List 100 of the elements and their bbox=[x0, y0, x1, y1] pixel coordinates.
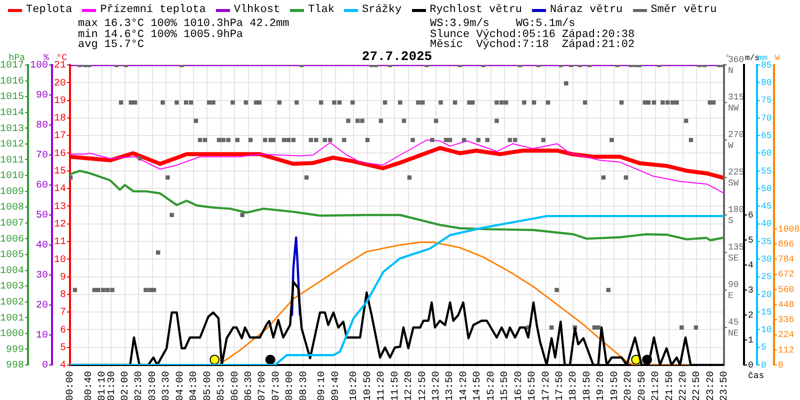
y-tick-label: 18 bbox=[54, 114, 66, 125]
y2-tick-label: 6 bbox=[748, 210, 754, 220]
y3-tick-label: 10 bbox=[761, 325, 772, 336]
y-tick-label: 112 bbox=[778, 345, 794, 356]
x-tick-label: 16:50 bbox=[528, 371, 539, 400]
y-axis-title: ° bbox=[725, 54, 730, 64]
x-tick-label: 14:50 bbox=[472, 371, 484, 400]
legend-label: Srážky bbox=[362, 4, 402, 16]
x-tick-label: 19:50 bbox=[610, 371, 621, 400]
y3-tick-label: 70 bbox=[36, 150, 48, 162]
y3-tick-label: 80 bbox=[36, 120, 48, 132]
y3-tick-label: 60 bbox=[761, 148, 772, 159]
legend-label: Rychlost větru bbox=[430, 4, 522, 16]
y2-tick-label: 1016 bbox=[0, 76, 24, 88]
x-tick-label: 18:20 bbox=[568, 371, 580, 400]
y2-tick-label: 1002 bbox=[0, 297, 24, 308]
y-tick-label: 19 bbox=[54, 96, 66, 107]
y3-tick-label: 0 bbox=[761, 360, 766, 370]
y2-tick-label: 1013 bbox=[0, 124, 24, 135]
x-tick-label: 20:20 bbox=[624, 371, 635, 400]
y3-tick-label: 55 bbox=[761, 166, 772, 176]
text: WS:3.9m/s WG:5.1m/s bbox=[430, 18, 576, 30]
y2-tick-label: 4 bbox=[748, 260, 754, 270]
y-tick-label: 15 bbox=[54, 166, 66, 178]
x-tick-label: 21:50 bbox=[664, 371, 676, 400]
y-tick-label: 0 bbox=[778, 360, 784, 370]
y2-tick-label: 1010 bbox=[0, 171, 24, 182]
x-tick-label: 23:20 bbox=[706, 371, 717, 400]
y2-tick-label: 1000 bbox=[0, 329, 24, 340]
y3-tick-label: 50 bbox=[36, 210, 48, 222]
y3-tick-label: 5 bbox=[761, 342, 766, 353]
text: max 16.3°C 100% 1010.3hPa 42.2mm bbox=[78, 18, 290, 30]
y2-tick-label: 1009 bbox=[0, 186, 24, 198]
legend-label: Teplota bbox=[26, 4, 72, 16]
y3-tick-label: 75 bbox=[761, 96, 772, 106]
x-tick-label: 21:20 bbox=[651, 371, 662, 400]
y2-tick-label: 1 bbox=[748, 335, 754, 346]
y3-tick-label: 15 bbox=[761, 307, 772, 318]
y3-tick-label: 100 bbox=[30, 60, 48, 72]
y-tick-label: 448 bbox=[778, 300, 794, 310]
y2-tick-label: 1017 bbox=[0, 60, 24, 72]
y3-tick-label: 30 bbox=[761, 254, 772, 265]
y2-tick-label: 3 bbox=[748, 285, 754, 296]
y3-tick-label: 30 bbox=[36, 270, 48, 282]
legend-label: Vlhkost bbox=[234, 4, 280, 16]
y3-tick-label: 25 bbox=[761, 272, 772, 282]
y2-tick-label: 2 bbox=[748, 310, 754, 320]
y-tick-label: 315 NW bbox=[728, 92, 744, 114]
y-tick-label: 1008 bbox=[778, 224, 800, 234]
y2-tick-label: 999 bbox=[6, 344, 24, 356]
y-tick-label: 45 NE bbox=[728, 317, 739, 338]
y-tick-label: 8 bbox=[60, 290, 66, 302]
y3-tick-label: 50 bbox=[761, 184, 772, 194]
x-axis-title: čas bbox=[748, 370, 764, 381]
y-tick-label: 135 SE bbox=[728, 242, 744, 264]
text: Měsíc Východ:7:18 Západ:21:02 bbox=[430, 39, 635, 51]
y2-tick-label: 1004 bbox=[0, 266, 24, 277]
y3-tick-label: 40 bbox=[761, 219, 772, 230]
y-tick-label: 6 bbox=[60, 325, 66, 336]
y3-tick-label: 85 bbox=[761, 60, 772, 70]
y2-tick-label: 1007 bbox=[0, 218, 24, 230]
y2-tick-label: 5 bbox=[748, 235, 754, 246]
y2-tick-label: 1015 bbox=[0, 92, 24, 104]
y2-tick-label: 1005 bbox=[0, 250, 24, 262]
y-tick-label: 10 bbox=[54, 254, 66, 266]
legend-label: Přízemní teplota bbox=[100, 4, 206, 16]
x-tick-label: 11:20 bbox=[376, 371, 388, 400]
x-tick-label: 15:20 bbox=[486, 371, 498, 400]
y-tick-label: 14 bbox=[54, 184, 66, 196]
x-tick-label: 13:50 bbox=[445, 371, 456, 400]
y3-tick-label: 60 bbox=[36, 180, 48, 192]
y-axis-title: W bbox=[775, 54, 780, 64]
y-tick-label: 5 bbox=[60, 342, 66, 354]
y-tick-label: 560 bbox=[778, 284, 794, 295]
y2-tick-label: 1008 bbox=[0, 202, 24, 214]
x-tick-label: 16:20 bbox=[514, 371, 525, 400]
x-tick-label: 10:50 bbox=[362, 371, 374, 400]
y-tick-label: 20 bbox=[54, 78, 66, 90]
y3-tick-label: 40 bbox=[36, 240, 48, 252]
y2-tick-label: 1014 bbox=[0, 108, 24, 120]
text: avg 15.7°C bbox=[78, 39, 144, 51]
x-tick-label: 23:50 bbox=[720, 371, 731, 400]
x-tick-label: 11:50 bbox=[390, 371, 402, 400]
y3-tick-label: 80 bbox=[761, 78, 772, 88]
y2-tick-label: 0 bbox=[748, 360, 754, 370]
y-tick-label: 9 bbox=[60, 272, 66, 284]
x-tick-label: 14:20 bbox=[458, 371, 470, 400]
x-tick-label: 20:50 bbox=[637, 371, 648, 400]
y-tick-label: 336 bbox=[778, 315, 794, 326]
y-tick-label: 11 bbox=[54, 237, 66, 248]
y3-tick-label: 20 bbox=[36, 300, 48, 312]
y3-tick-label: 70 bbox=[761, 113, 772, 124]
y3-tick-label: 45 bbox=[761, 202, 772, 212]
y-tick-label: 224 bbox=[778, 330, 794, 340]
legend-label: Tlak bbox=[308, 4, 334, 16]
x-tick-label: 22:50 bbox=[692, 371, 704, 400]
y-tick-label: 17 bbox=[54, 131, 66, 142]
text: Slunce Východ:05:16 Západ:20:38 bbox=[430, 28, 635, 40]
y2-axis-title: m/s bbox=[745, 54, 760, 64]
y3-tick-label: 10 bbox=[36, 330, 48, 342]
